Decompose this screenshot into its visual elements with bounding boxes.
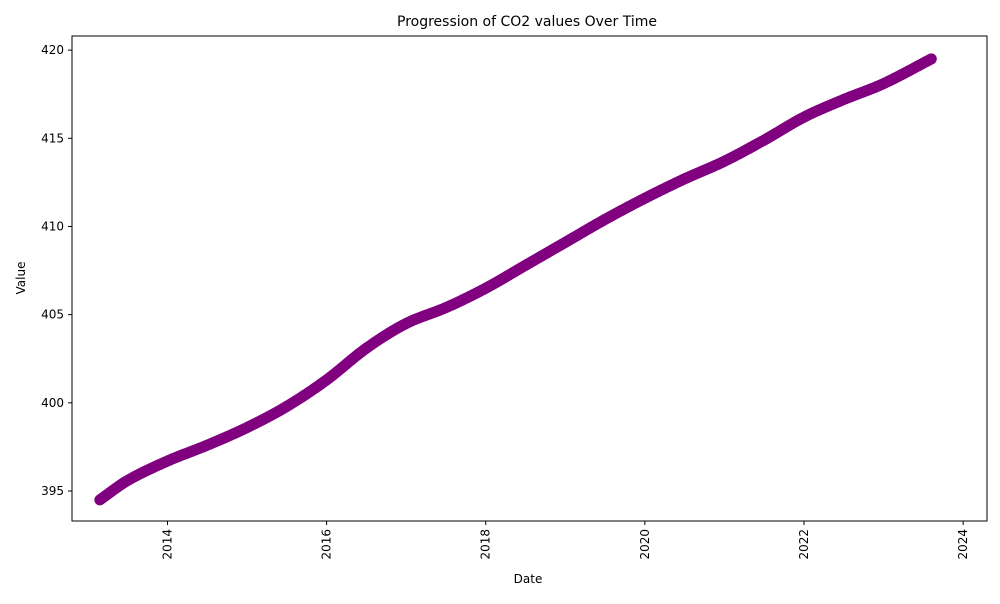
x-tick-label: 2016 [320, 529, 334, 560]
y-axis-label: Value [14, 262, 28, 295]
y-tick-label: 395 [41, 484, 64, 498]
y-axis: 395 400 405 410 415 420 [41, 43, 72, 498]
x-axis: 2014 2016 2018 2020 2022 2024 [160, 521, 970, 560]
x-axis-label: Date [514, 572, 543, 586]
y-tick-label: 420 [41, 43, 64, 57]
chart-title: Progression of CO2 values Over Time [397, 14, 657, 30]
y-tick-label: 400 [41, 396, 64, 410]
data-point [925, 53, 937, 65]
x-tick-label: 2020 [638, 529, 652, 560]
plot-area [94, 53, 937, 506]
x-tick-label: 2018 [479, 529, 493, 560]
y-tick-label: 410 [41, 219, 64, 233]
x-tick-label: 2024 [956, 529, 970, 560]
y-tick-label: 415 [41, 131, 64, 145]
x-tick-label: 2022 [797, 529, 811, 560]
x-tick-label: 2014 [160, 529, 174, 560]
y-tick-label: 405 [41, 308, 64, 322]
plot-frame [71, 35, 988, 522]
